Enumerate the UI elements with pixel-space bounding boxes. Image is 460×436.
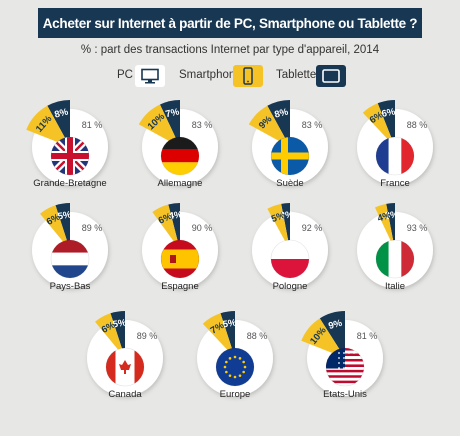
label-tablette: 9% (327, 318, 344, 333)
country-name: Canada (108, 389, 142, 400)
slice-smartphone (374, 203, 395, 250)
country-name: Espagne (161, 281, 199, 292)
slice-smartphone (138, 104, 180, 147)
country-chart-uk: 8%11% 81 %Grande-Bretagne (26, 100, 108, 189)
slice-smartphone (152, 204, 180, 250)
label-tablette: 5% (57, 209, 73, 222)
label-tablette: 4% (168, 209, 184, 222)
slice-tablette (47, 100, 70, 147)
legend-swatch-pc (135, 65, 165, 87)
label-pc: 90 % (192, 223, 213, 233)
country-chart-se: 8%9% 83 %Suède (248, 100, 328, 189)
country-name: Allemagne (158, 178, 203, 189)
flag-nl-icon (51, 240, 89, 278)
label-pc: 83 % (302, 120, 323, 130)
legend-label-pc: PC (117, 69, 133, 81)
country-name: Pays-Bas (50, 281, 91, 292)
country-chart-de: 7%10% 83 %Allemagne (138, 100, 218, 189)
slice-tablette (386, 203, 395, 250)
slice-smartphone (301, 318, 345, 358)
legend: PC Smartphone Tablette (0, 64, 460, 90)
slice-tablette (168, 203, 180, 250)
label-pc: 81 % (82, 120, 103, 130)
label-smartphone: 6% (157, 211, 175, 227)
slice-smartphone (40, 205, 70, 250)
label-tablette: 5% (112, 317, 128, 330)
flag-eu-icon (216, 348, 254, 386)
slice-tablette (377, 100, 395, 147)
label-tablette: 6% (381, 106, 397, 119)
slice-smartphone (362, 103, 395, 147)
legend-swatch-smartphone (233, 65, 263, 87)
label-pc: 83 % (192, 120, 213, 130)
country-chart-fr: 6%6% 88 %France (357, 100, 433, 189)
title-banner: Acheter sur Internet à partir de PC, Sma… (38, 8, 422, 38)
slice-tablette (267, 100, 290, 147)
slice-smartphone (267, 203, 290, 250)
label-pc: 89 % (137, 331, 158, 341)
country-chart-pl: 3%5% 92 % Pologne (252, 203, 328, 292)
flag-pl-icon (271, 240, 309, 278)
flag-it-icon (376, 240, 414, 278)
slice-smartphone (26, 105, 70, 147)
label-pc: 92 % (302, 223, 323, 233)
label-pc: 93 % (407, 223, 428, 233)
label-pc: 81 % (357, 331, 378, 341)
legend-label-smartphone: Smartphone (179, 69, 242, 81)
label-tablette: 3% (279, 209, 294, 221)
chart-title: Acheter sur Internet à partir de PC, Sma… (42, 15, 418, 31)
label-pc: 88 % (247, 331, 268, 341)
smartphone-icon (243, 67, 253, 85)
slice-tablette (281, 203, 290, 250)
chart-subtitle: % : part des transactions Internet par t… (80, 44, 380, 56)
flag-uk-icon (51, 137, 89, 175)
country-chart-ca: 5%6%89 %Canada (87, 311, 163, 400)
country-name: Pologne (273, 281, 308, 292)
country-chart-es: 4%6% 90 % Espagne (142, 203, 218, 292)
country-name: Etats-Unis (323, 389, 367, 400)
slice-tablette (220, 311, 235, 358)
flag-fr-icon (376, 137, 414, 175)
country-chart-nl: 5%6%89 %Pays-Bas (32, 203, 108, 292)
flag-es-icon (161, 240, 199, 278)
flag-ca-icon (106, 348, 144, 386)
slice-smartphone (202, 313, 235, 358)
country-name: Europe (220, 389, 251, 400)
legend-swatch-tablette (316, 65, 346, 87)
slice-tablette (55, 203, 70, 250)
label-smartphone: 4% (376, 210, 393, 225)
label-pc: 88 % (407, 120, 428, 130)
slice-tablette (110, 311, 125, 358)
monitor-icon (141, 68, 159, 84)
label-tablette: 8% (53, 106, 70, 120)
label-pc: 89 % (82, 223, 103, 233)
slice-smartphone (248, 105, 290, 147)
country-chart-eu: 5%7% 88 %Europe (197, 311, 273, 400)
tablet-icon (322, 69, 340, 83)
label-tablette: 8% (273, 106, 290, 120)
country-name: France (380, 178, 410, 189)
country-chart-it: 3%4% 93 % Italie (357, 203, 433, 292)
flag-us-icon (326, 348, 364, 386)
label-tablette: 5% (222, 317, 238, 330)
label-smartphone: 5% (270, 210, 287, 225)
country-chart-us: 9%10% 81 %Etats-Unis (301, 311, 383, 400)
slice-tablette (159, 100, 180, 147)
legend-label-tablette: Tablette (276, 69, 317, 81)
label-tablette: 7% (165, 106, 181, 120)
slice-smartphone (95, 313, 125, 358)
flag-de-icon (161, 137, 199, 175)
country-name: Italie (385, 281, 405, 292)
country-name: Grande-Bretagne (33, 178, 106, 189)
flag-se-icon (271, 137, 309, 175)
label-tablette: 3% (384, 209, 399, 221)
slice-tablette (319, 311, 345, 358)
country-name: Suède (276, 178, 303, 189)
